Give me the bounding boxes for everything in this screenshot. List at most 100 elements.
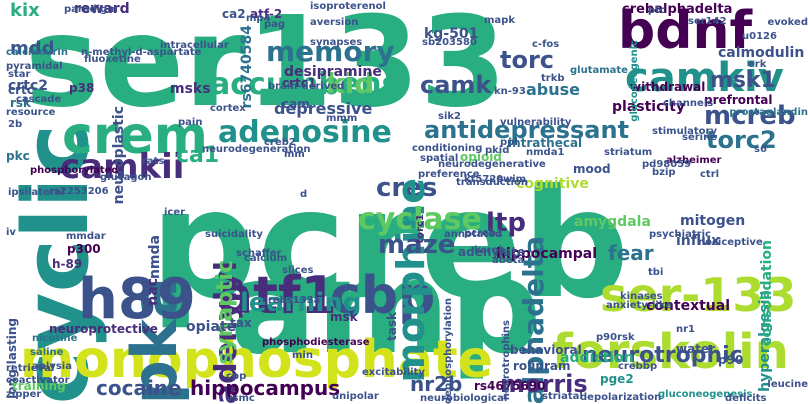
- cloud-word: mp4: [246, 13, 271, 24]
- cloud-word: nmda1: [526, 147, 565, 158]
- cloud-word: forskolin: [552, 324, 789, 380]
- cloud-word: consolidation: [759, 240, 775, 346]
- cloud-word: kid: [326, 67, 375, 100]
- cloud-word: tax: [230, 316, 252, 330]
- cloud-word: camkiv: [625, 55, 784, 101]
- cloud-word: crem: [62, 106, 208, 166]
- cloud-word: monophosphate: [20, 330, 494, 390]
- cloud-word: annotated: [444, 229, 503, 240]
- cloud-word: calcineurin: [6, 47, 68, 58]
- cloud-word: sik2: [438, 111, 461, 122]
- cloud-word: ctrl: [700, 169, 720, 180]
- cloud-word: isoproterenol: [310, 1, 386, 12]
- cloud-word: h-89: [52, 257, 83, 271]
- cloud-word: ipsilateral: [8, 187, 65, 198]
- cloud-word: kn93: [146, 386, 174, 397]
- cloud-word: paradigm: [64, 4, 118, 15]
- cloud-word: pkid: [485, 145, 510, 156]
- cloud-word: mood: [573, 162, 611, 176]
- cloud-word: crtc1: [282, 76, 317, 90]
- cloud-word: cam: [282, 97, 310, 111]
- cloud-word: cyclase: [358, 202, 482, 237]
- cloud-word: amygdala: [574, 214, 651, 230]
- cloud-word: cognitive: [516, 176, 589, 192]
- cloud-word: neuroplastic: [111, 106, 127, 205]
- cloud-word: rs4675690: [474, 379, 546, 393]
- cloud-word: msks: [170, 81, 211, 97]
- cloud-word: neurodegenerative: [438, 159, 546, 170]
- cloud-word: crtc2: [8, 78, 48, 94]
- cloud-word: aversion: [310, 17, 359, 28]
- cloud-word: desipramine: [284, 64, 382, 80]
- cloud-word: zipper: [6, 389, 42, 400]
- cloud-word: deficits: [725, 393, 767, 404]
- cloud-word: evoked: [767, 17, 808, 28]
- cloud-word: depressive: [274, 99, 373, 118]
- cloud-word: behavioral: [510, 343, 582, 357]
- cloud-word: mmm: [326, 113, 358, 124]
- cloud-word: trkb: [541, 73, 565, 84]
- cloud-word: p90: [718, 353, 744, 367]
- cloud-word: amp: [230, 234, 542, 383]
- cloud-word: psychiatric: [649, 229, 711, 240]
- cloud-word: reward: [74, 1, 130, 17]
- cloud-word: phosphodiesterase: [262, 337, 370, 348]
- cloud-word: abeta: [492, 255, 525, 266]
- cloud-word: anxiety-like: [606, 300, 672, 311]
- cloud-word: n-methyl-d-aspartate: [81, 47, 202, 58]
- cloud-word: accumbens: [210, 67, 400, 102]
- cloud-word: preference: [418, 169, 480, 180]
- cloud-word: erk: [748, 59, 767, 70]
- cloud-word: mcreb: [704, 101, 796, 131]
- cloud-word: crebs133a: [262, 295, 321, 306]
- cloud-word: p38: [69, 81, 95, 95]
- cloud-word: gluconeogenic: [629, 40, 640, 122]
- cloud-word: rats: [142, 156, 165, 167]
- cloud-word: nociceptive: [698, 237, 763, 248]
- cloud-word: task: [385, 312, 399, 341]
- cloud-word: ltp: [486, 208, 526, 238]
- cloud-word: plasticity: [612, 99, 686, 115]
- cloud-word: maze: [378, 230, 456, 260]
- cloud-word: nicotine: [32, 333, 78, 344]
- cloud-word: schaffer: [236, 248, 282, 259]
- cloud-word: kix: [10, 0, 40, 21]
- cloud-word: antidepressant: [424, 116, 630, 144]
- cloud-word: d: [300, 189, 308, 200]
- cloud-word: p300: [67, 242, 101, 256]
- cloud-word: morris: [500, 370, 588, 398]
- cloud-word: crebbp: [618, 361, 658, 372]
- cloud-word: adenylate: [458, 245, 526, 259]
- cloud-word: slices: [282, 265, 314, 276]
- cloud-word: opioid: [460, 150, 502, 164]
- cloud-word: pyramidal: [6, 61, 63, 72]
- cloud-word: coactivator: [6, 375, 70, 386]
- cloud-word: channels: [663, 98, 714, 109]
- cloud-word: star: [8, 69, 31, 80]
- cloud-word: torc1: [415, 214, 426, 244]
- cloud-word: pd98059: [642, 159, 692, 170]
- cloud-word: dephosphorylation: [443, 297, 454, 404]
- cloud-word: unipolar: [332, 391, 379, 402]
- cloud-word: kn-93: [494, 86, 526, 97]
- cloud-word: ser-133: [600, 268, 797, 322]
- cloud-word: influx: [676, 233, 721, 249]
- cloud-word: suicidality: [205, 229, 263, 240]
- cloud-word: kt5720: [464, 174, 504, 185]
- cloud-word: c-fos: [532, 39, 560, 50]
- cloud-word: mdd: [10, 38, 55, 59]
- cloud-word: hippocampus: [190, 376, 341, 400]
- cloud-word: rolipram: [513, 359, 571, 373]
- cloud-word: water: [676, 342, 715, 356]
- cloud-word: iv: [6, 227, 16, 238]
- cloud-word: pain: [178, 117, 203, 128]
- cloud-word: torc: [500, 46, 555, 74]
- cloud-word: intrathecal: [508, 136, 583, 150]
- cloud-word: s6: [754, 144, 767, 155]
- cloud-word: phosphorylated: [30, 165, 119, 176]
- cloud-word: neurotrophins: [501, 320, 512, 401]
- cloud-word: kg-501: [424, 26, 479, 42]
- cloud-word: calmodulin: [718, 45, 805, 61]
- cloud-word: mapk: [484, 15, 515, 26]
- cloud-word: saline: [30, 347, 64, 358]
